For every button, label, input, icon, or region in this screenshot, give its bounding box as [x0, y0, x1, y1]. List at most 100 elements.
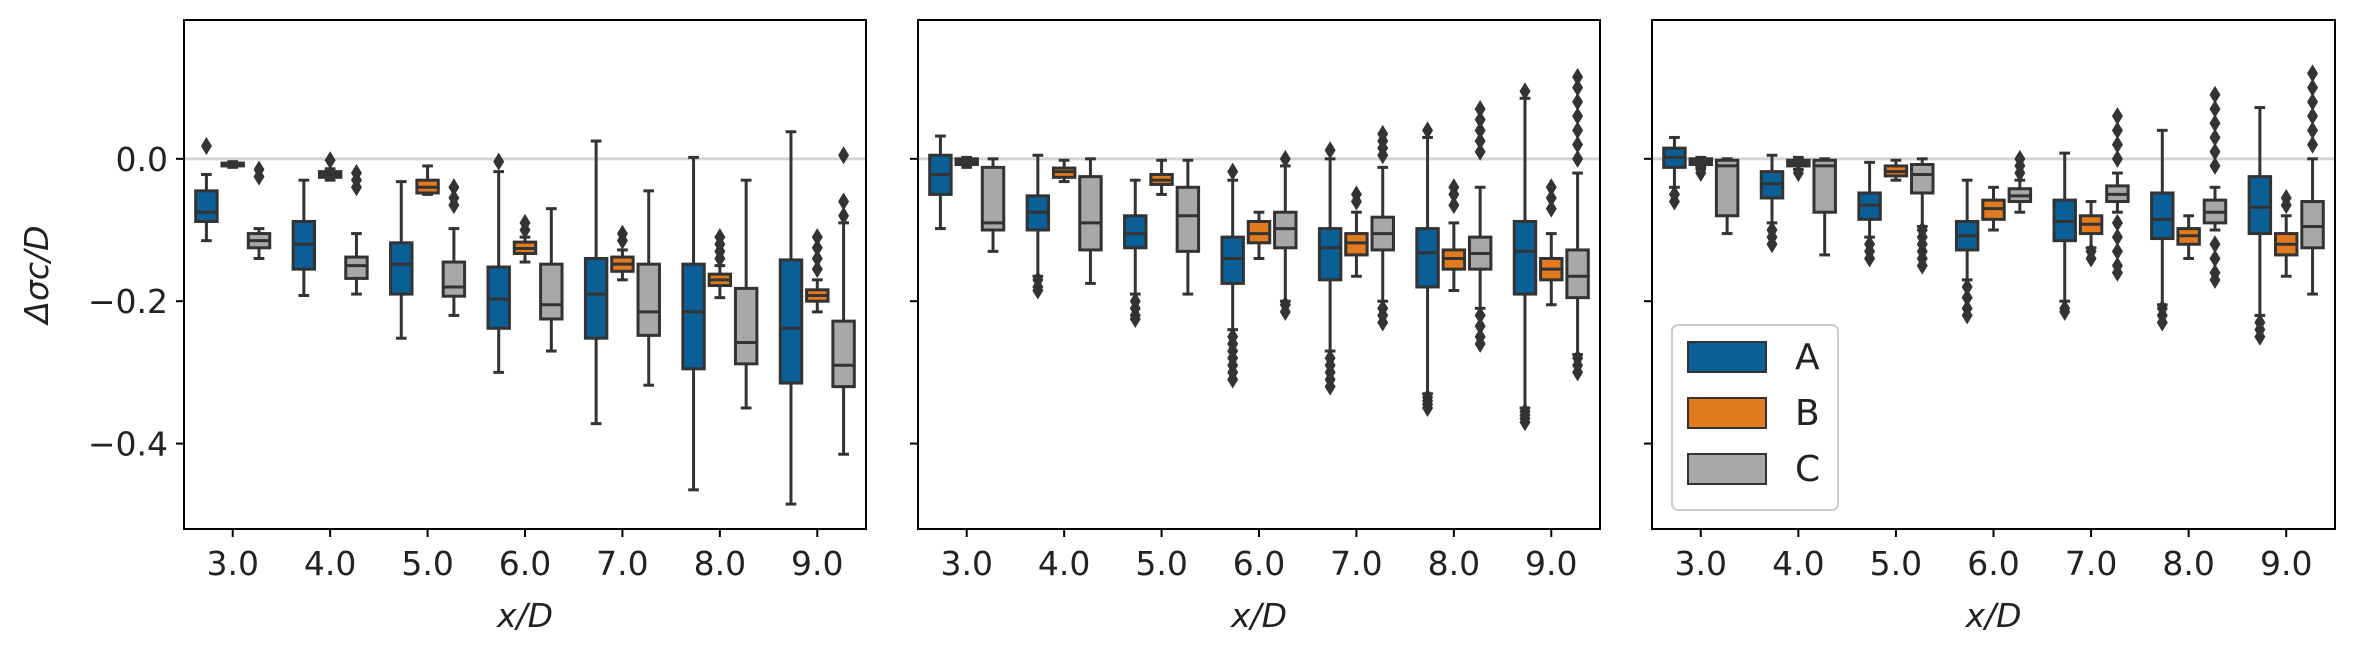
outlier-point [1474, 121, 1486, 140]
outlier-point [1766, 235, 1778, 254]
x-axis-label: x/D [496, 596, 553, 635]
box-A-4.0 [291, 178, 317, 298]
outlier-point [811, 260, 823, 279]
x-tick-label: 3.0 [206, 544, 258, 583]
outlier-point [1545, 178, 1557, 197]
outlier-point [324, 151, 336, 170]
box-B-8.0 [707, 228, 733, 300]
box-A-8.0 [681, 155, 706, 492]
outlier-point [2209, 270, 2221, 289]
box-A-8.0 [1415, 121, 1440, 417]
legend-label-b: B [1795, 393, 1820, 434]
x-tick-label: 5.0 [1870, 544, 1922, 583]
box-C-6.0 [539, 207, 564, 353]
box-B-5.0 [1883, 158, 1909, 182]
outlier-point [1474, 317, 1486, 336]
outlier-point [2111, 228, 2123, 247]
box-B-9.0 [2273, 188, 2299, 278]
outlier-point [448, 196, 460, 215]
outlier-point [714, 249, 726, 268]
outlier-point [2014, 149, 2026, 168]
box-B-8.0 [2176, 214, 2201, 260]
outlier-point [2254, 327, 2266, 346]
box-body [1317, 227, 1343, 282]
box-A-3.0 [194, 137, 219, 243]
y-tick-label: 0.0 [116, 140, 168, 179]
box-body [1415, 227, 1440, 289]
x-tick-label: 9.0 [791, 544, 843, 583]
panel-1: 3.0 4.0 5.0 6.0 7.0 8.0 9.0 x/D −0.4 −0.2 0.0 Δσc/D [17, 19, 867, 635]
box-C-7.0 [1370, 124, 1395, 332]
box-B-6.0 [1246, 210, 1272, 260]
box-body [1714, 158, 1740, 218]
box-C-6.0 [1273, 149, 1298, 321]
outlier-point [448, 178, 460, 197]
outlier-point [838, 206, 850, 225]
outlier-point [1324, 141, 1336, 160]
outlier-point [2209, 128, 2221, 147]
outlier-point [1519, 82, 1531, 101]
outlier-point [1227, 370, 1239, 389]
box-B-4.0 [317, 151, 343, 182]
box-A-7.0 [1317, 141, 1343, 396]
outlier-point [1961, 277, 1973, 296]
x-tick-label: 6.0 [1233, 544, 1285, 583]
box-body [778, 258, 804, 385]
x-tick-label: 8.0 [1428, 544, 1480, 583]
outlier-point [1448, 185, 1460, 204]
legend: ABC [1671, 324, 1839, 511]
outlier-point [2209, 156, 2221, 175]
x-tick-label: 7.0 [1330, 544, 1382, 583]
box-body [681, 262, 706, 371]
outlier-point [2111, 121, 2123, 140]
box-body [636, 262, 661, 337]
box-body [1175, 185, 1201, 253]
outlier-point [1572, 363, 1584, 382]
box-B-7.0 [2078, 200, 2104, 268]
outlier-point [838, 146, 850, 165]
outlier-point [1377, 124, 1389, 143]
outlier-point [1695, 164, 1707, 183]
x-tick-label: 7.0 [2065, 544, 2117, 583]
box-body [831, 319, 856, 389]
x-tick-label: 4.0 [1038, 544, 1090, 583]
box-C-3.0 [246, 160, 272, 260]
box-B-6.0 [512, 213, 538, 264]
box-C-5.0 [1910, 157, 1935, 275]
outlier-point [1474, 110, 1486, 129]
box-A-4.0 [1025, 153, 1051, 300]
outlier-point [2059, 302, 2071, 321]
box-A-9.0 [778, 130, 804, 506]
outlier-point [200, 137, 212, 156]
x-tick-label: 8.0 [694, 544, 746, 583]
outlier-point [2209, 235, 2221, 254]
outlier-point [1474, 132, 1486, 151]
box-B-4.0 [1051, 158, 1077, 184]
x-axis-label: x/D [1230, 596, 1287, 635]
outlier-point [1572, 67, 1584, 86]
x-tick-label: 4.0 [304, 544, 356, 583]
box-A-3.0 [928, 134, 953, 231]
box-body [733, 286, 759, 366]
box-A-5.0 [1857, 160, 1882, 268]
outlier-point [2111, 263, 2123, 282]
outlier-point [811, 249, 823, 268]
box-C-7.0 [2105, 107, 2130, 282]
box-C-5.0 [1175, 158, 1201, 296]
outlier-point [2085, 249, 2097, 268]
box-body [389, 241, 414, 296]
outlier-point [1519, 413, 1531, 432]
legend-label-a: A [1795, 337, 1820, 378]
outlier-point [2209, 99, 2221, 118]
outlier-point [1227, 162, 1239, 181]
box-C-8.0 [733, 178, 759, 410]
outlier-point [1961, 288, 1973, 307]
outlier-point [2209, 114, 2221, 133]
outlier-point [2156, 313, 2168, 332]
box-body [1512, 219, 1538, 296]
box-A-9.0 [1512, 82, 1538, 432]
box-B-7.0 [610, 224, 635, 282]
box-body [1812, 158, 1837, 214]
outlier-point [1324, 377, 1336, 396]
box-body [1910, 163, 1935, 195]
